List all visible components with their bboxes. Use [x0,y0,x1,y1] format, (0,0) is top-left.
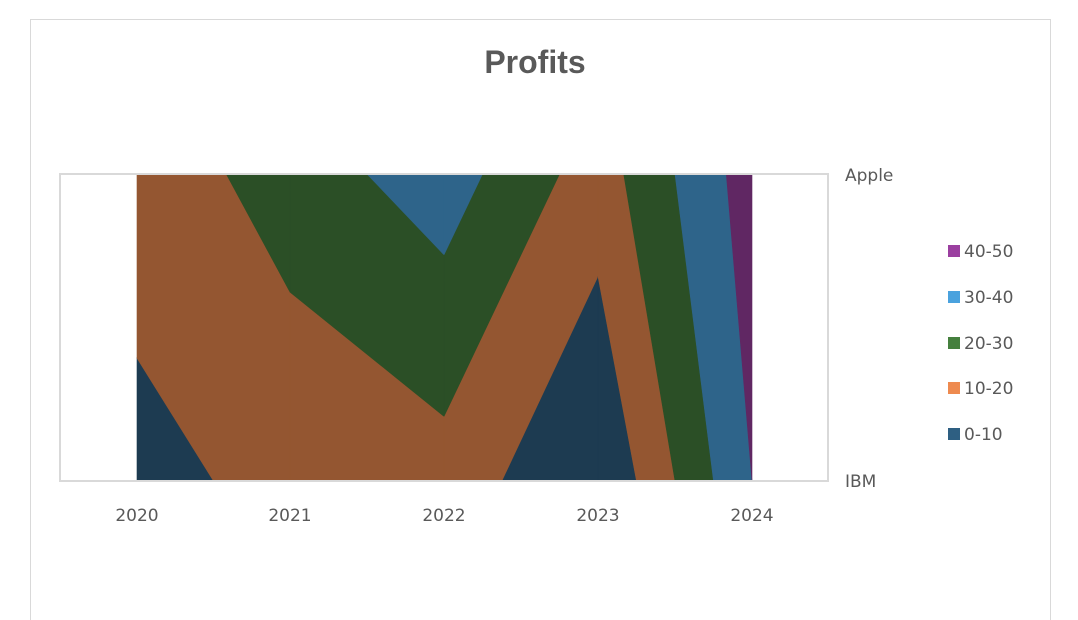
legend: 40-50 30-40 20-30 10-20 0-10 [948,242,1013,445]
x-tick-label: 2021 [268,506,311,526]
legend-swatch [948,245,960,257]
legend-label: 20-30 [964,334,1013,354]
x-tick-label: 2024 [730,506,773,526]
legend-swatch [948,428,960,440]
legend-swatch [948,337,960,349]
legend-label: 40-50 [964,242,1013,262]
legend-label: 0-10 [964,425,1003,445]
plot-border [59,173,829,482]
y-tick-label: IBM [845,472,876,492]
x-tick-label: 2023 [576,506,619,526]
legend-swatch [948,382,960,394]
plot-area [136,173,753,482]
x-tick-label: 2022 [422,506,465,526]
x-tick-label: 2020 [115,506,158,526]
chart-title: Profits [484,44,585,80]
legend-swatch [948,291,960,303]
y-tick-label: Apple [845,166,893,186]
legend-label: 10-20 [964,379,1013,399]
legend-label: 30-40 [964,288,1013,308]
